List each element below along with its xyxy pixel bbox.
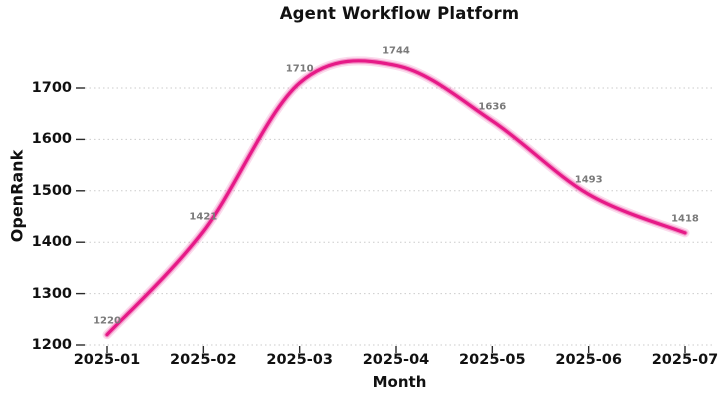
data-point-label: 1421 [189,211,218,223]
x-tick-label: 2025-02 [170,352,237,368]
y-tick-label: 1400 [31,234,72,251]
chart-title: Agent Workflow Platform [279,4,520,23]
y-tick-label: 1700 [31,80,72,96]
y-tick-label: 1200 [31,337,72,353]
data-point-label: 1418 [671,213,699,225]
data-point-label: 1220 [93,315,121,327]
y-tick-label: 1300 [31,285,72,302]
x-tick-label: 2025-05 [459,352,526,368]
x-tick-label: 2025-04 [362,352,430,368]
data-point-label: 1493 [574,174,603,186]
y-tick-label: 1500 [31,182,72,199]
trend-line [105,59,687,337]
x-tick-label: 2025-03 [266,352,333,368]
data-point-label: 1710 [285,63,314,75]
x-tick-label: 2025-01 [73,352,141,368]
x-tick-label: 2025-07 [651,352,719,368]
y-tick-label: 1600 [31,131,72,148]
data-point-label: 1744 [382,45,410,57]
data-point-label: 1636 [478,101,507,113]
x-tick-label: 2025-06 [555,352,622,368]
x-axis-title: Month [372,373,427,391]
